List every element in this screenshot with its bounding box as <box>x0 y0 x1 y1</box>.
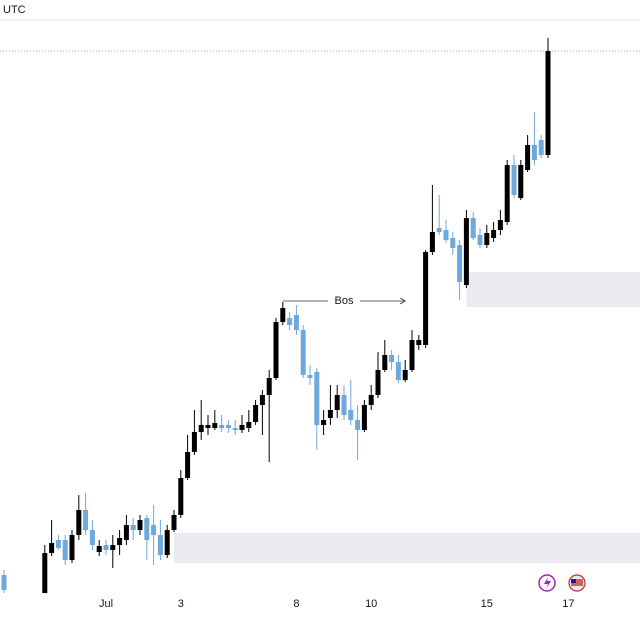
event-icon-glyph <box>571 579 583 586</box>
candle-body <box>334 395 340 410</box>
candle-body <box>470 218 476 238</box>
candle-body <box>157 535 163 555</box>
candle-body <box>375 370 381 395</box>
candle-body <box>117 538 123 545</box>
candle-body <box>545 51 551 155</box>
x-tick-label: 8 <box>293 598 299 610</box>
candle-body <box>504 165 510 222</box>
candle-body <box>42 553 48 593</box>
candle-body <box>368 395 374 405</box>
candle-body <box>355 420 361 430</box>
candle-body <box>1 575 7 590</box>
annotation-label: Bos <box>335 295 354 307</box>
candle-body <box>341 395 347 415</box>
candle-body <box>321 420 327 425</box>
x-tick-label: 3 <box>178 598 184 610</box>
candle-body <box>137 520 143 530</box>
candle-body <box>259 395 265 405</box>
candle-body <box>123 525 129 540</box>
candle-body <box>395 362 401 380</box>
candle-body <box>69 535 75 560</box>
candle-body <box>423 252 429 345</box>
candle-body <box>253 405 259 422</box>
candle-body <box>239 425 245 430</box>
candle-body <box>185 452 191 478</box>
candle-body <box>314 372 320 425</box>
candle-body <box>348 410 354 420</box>
candles <box>0 38 640 593</box>
candle-body <box>361 405 367 430</box>
candle-body <box>219 425 225 428</box>
candle-body <box>191 432 197 452</box>
candle-body <box>484 233 490 245</box>
candle-body <box>62 540 68 560</box>
annotation-arrow <box>399 297 406 305</box>
candle-body <box>76 510 82 535</box>
candle-body <box>164 530 170 555</box>
candle-body <box>416 340 422 345</box>
zones <box>174 272 640 563</box>
candle-body <box>287 318 293 325</box>
candle-body <box>538 140 544 155</box>
event-icon-glyph <box>544 577 551 589</box>
candle-body <box>477 235 483 245</box>
candle-body <box>205 425 211 428</box>
x-tick-label: Jul <box>99 598 113 610</box>
candle-body <box>110 545 116 550</box>
candle-body <box>402 370 408 380</box>
candle-body <box>409 340 415 370</box>
zone <box>466 272 640 307</box>
candle-body <box>389 355 395 362</box>
timezone-label: UTC <box>3 4 26 16</box>
event-icons <box>538 574 586 592</box>
candle-body <box>171 515 177 530</box>
candle-body <box>130 525 136 530</box>
candle-body <box>246 422 252 428</box>
candle-body <box>89 530 95 545</box>
candle-body <box>457 245 463 282</box>
candle-body <box>96 546 102 552</box>
candle-body <box>450 238 456 248</box>
candle-body <box>518 165 524 198</box>
x-tick-label: 15 <box>481 598 493 610</box>
x-tick-label: 10 <box>365 598 377 610</box>
candle-body <box>497 220 503 230</box>
candle-body <box>178 478 184 515</box>
candle-body <box>436 228 442 232</box>
candle-body <box>232 428 238 430</box>
candle-body <box>212 423 218 428</box>
event-icon-glyph <box>571 579 576 583</box>
candle-body <box>198 425 204 432</box>
candle-body <box>429 232 435 252</box>
candle-body <box>531 145 537 160</box>
candle-body <box>300 330 306 375</box>
candle-body <box>151 525 157 535</box>
candle-body <box>491 230 497 238</box>
candle-body <box>280 308 286 322</box>
zone <box>174 533 640 563</box>
candle-body <box>525 145 531 170</box>
candle-body <box>55 540 61 548</box>
candle-body <box>382 355 388 370</box>
candle-body <box>144 518 150 540</box>
x-tick-label: 17 <box>562 598 574 610</box>
candle-body <box>293 315 299 330</box>
candle-body <box>443 230 449 240</box>
candle-body <box>273 322 279 378</box>
candle-body <box>49 543 55 553</box>
candle-body <box>266 378 272 395</box>
candle-body <box>103 545 109 550</box>
candle-body <box>83 510 89 530</box>
candle-body <box>327 410 333 418</box>
candle-body <box>511 165 517 195</box>
candle-body <box>307 375 313 378</box>
candle-body <box>225 425 231 428</box>
candle-body <box>463 218 469 285</box>
